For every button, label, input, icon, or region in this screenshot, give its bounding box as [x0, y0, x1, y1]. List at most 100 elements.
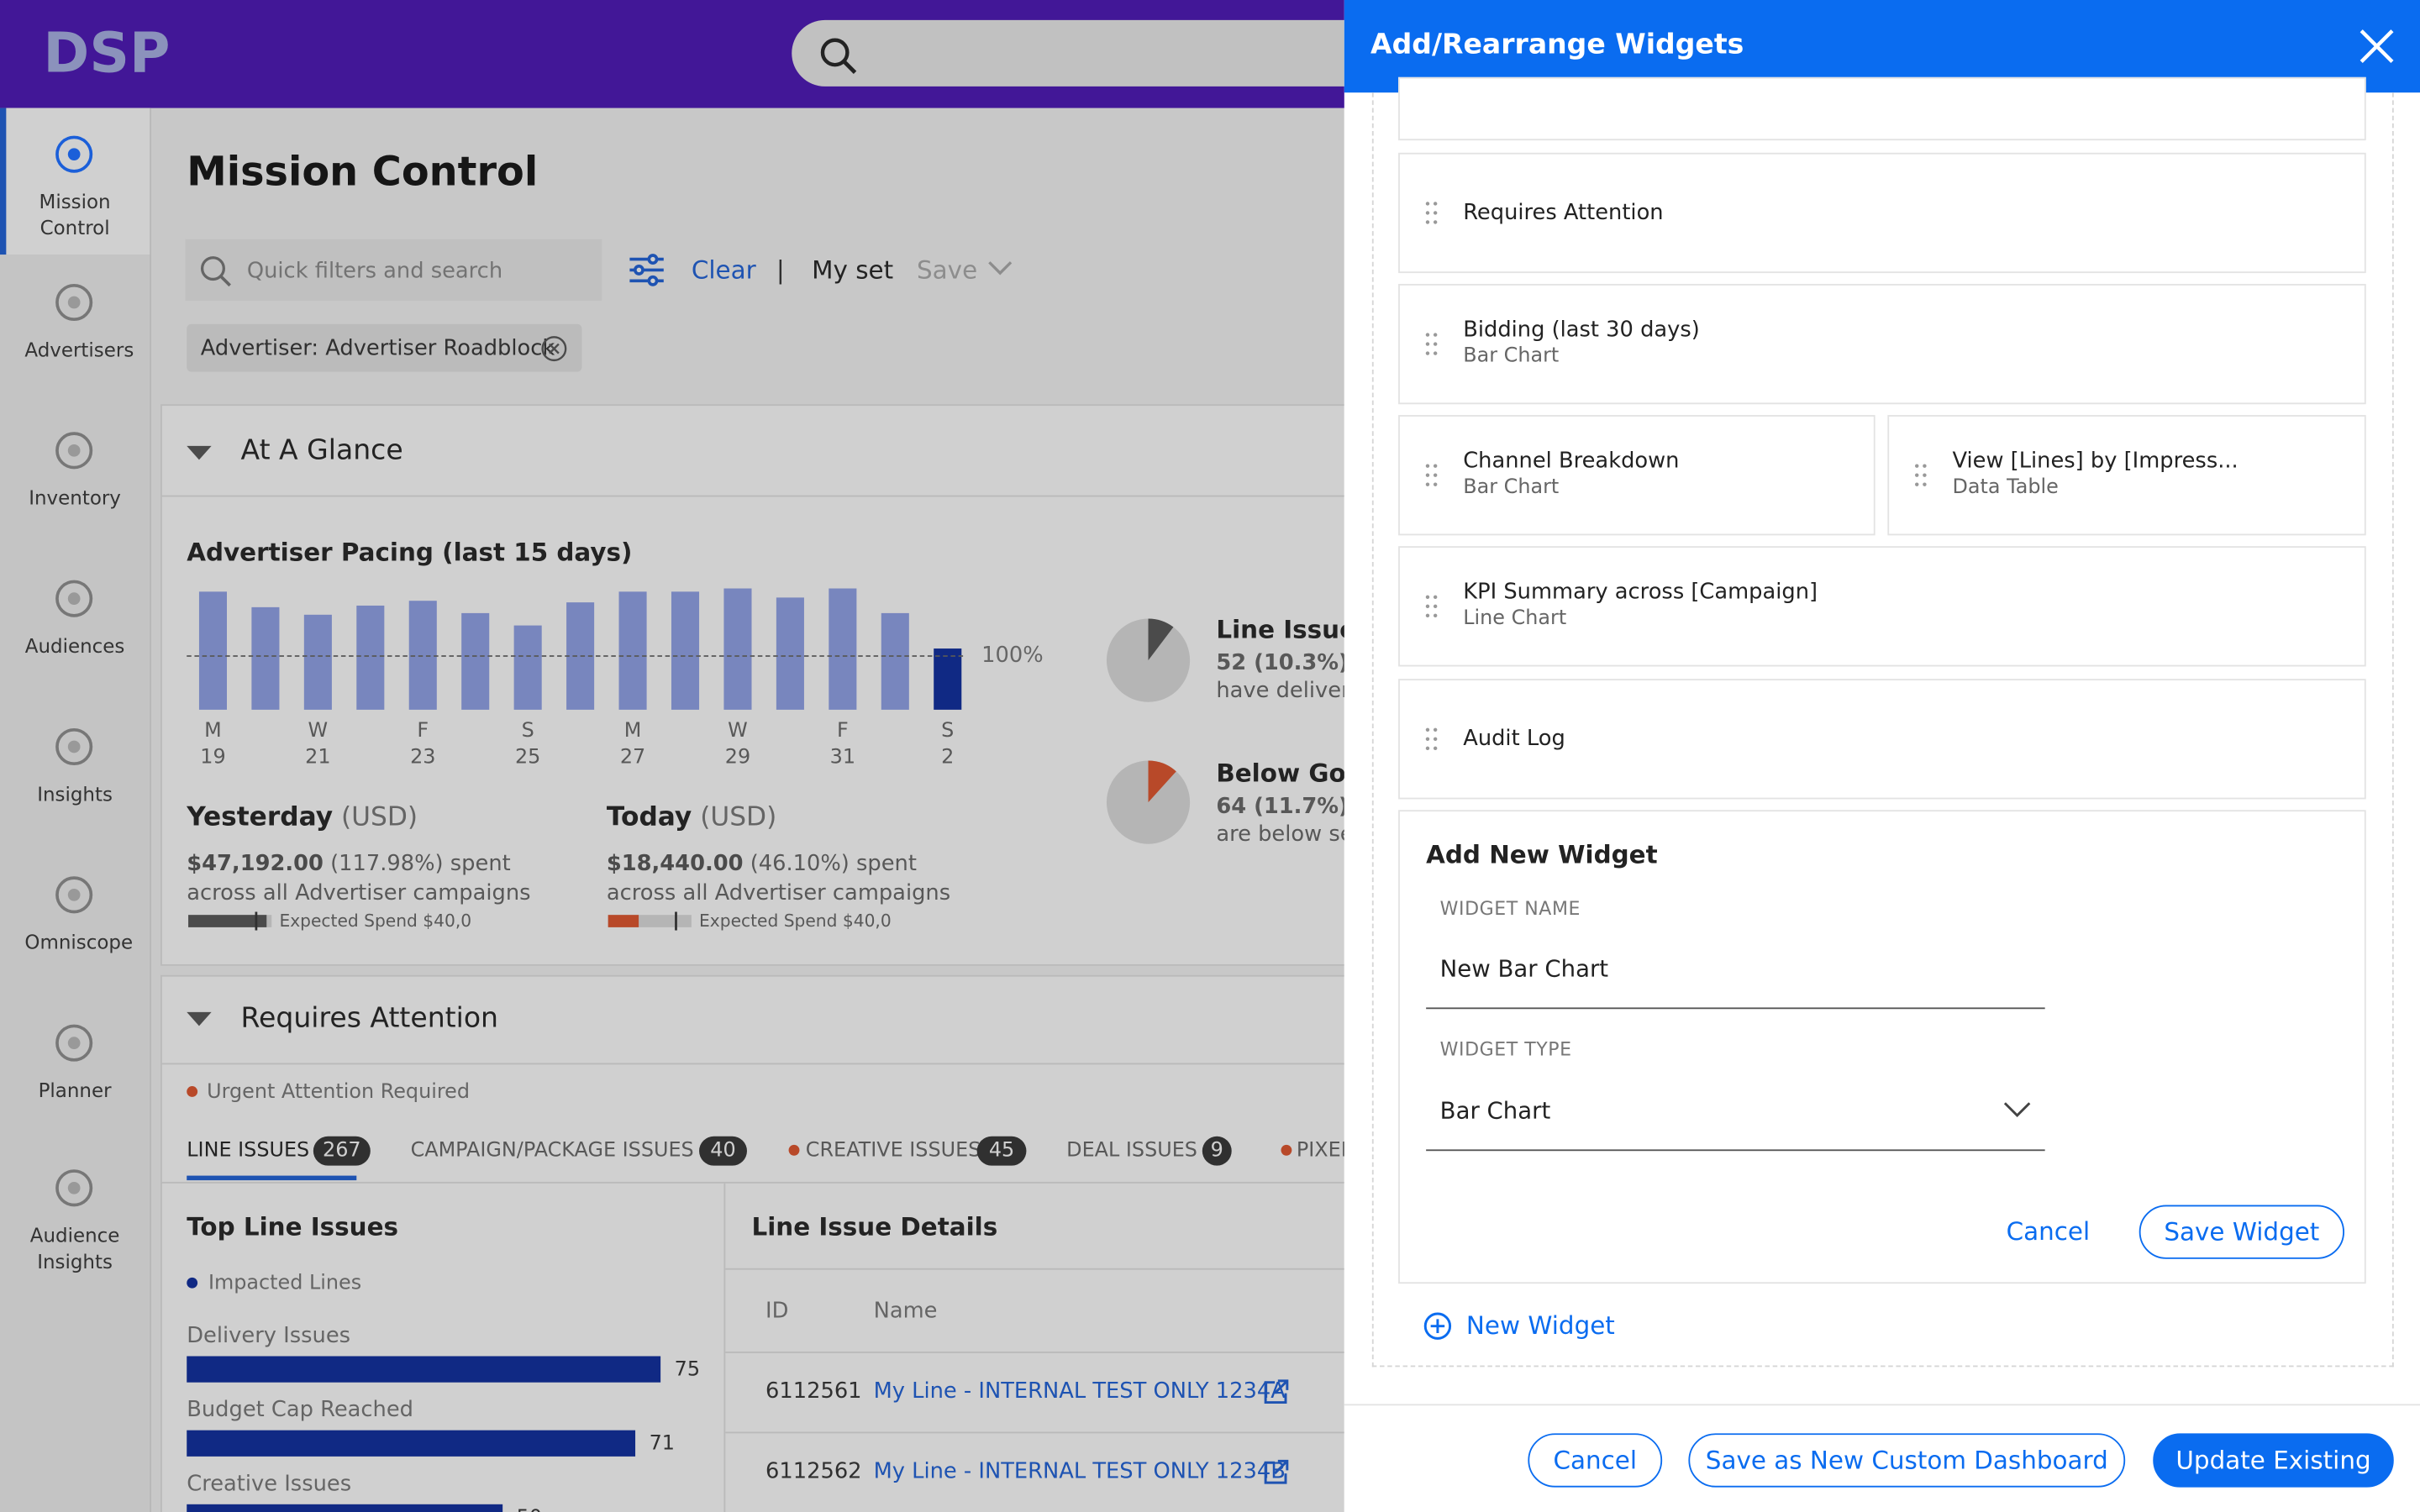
filter-icon[interactable]	[629, 254, 666, 286]
icon-shape	[67, 740, 81, 753]
tab-label[interactable]: DEAL ISSUES	[1066, 1139, 1197, 1163]
nav-icon	[55, 876, 93, 914]
icon-shape	[55, 876, 93, 914]
widget-card[interactable]	[1887, 415, 2366, 536]
spend-suffix: spent	[856, 851, 917, 877]
handle-dot	[1425, 482, 1430, 486]
handle-dot	[1433, 604, 1438, 609]
handle-dot	[1915, 482, 1919, 486]
collapse-icon[interactable]	[187, 445, 214, 461]
cancel-button[interactable]: Cancel	[1528, 1433, 1663, 1488]
save-widget-button[interactable]: Save Widget	[2139, 1205, 2345, 1259]
bar	[723, 588, 752, 710]
drag-handle[interactable]	[1424, 727, 1439, 751]
handle-dot	[1433, 727, 1438, 732]
widget-card[interactable]	[1398, 283, 2366, 405]
widget-title: View [Lines] by [Impress...	[1952, 449, 2238, 474]
nav-label[interactable]: Insights	[37, 782, 113, 806]
divider	[725, 1268, 1374, 1270]
expected-label: Expected Spend $40,000	[279, 911, 473, 932]
tab-label[interactable]: PIXEL	[1296, 1139, 1353, 1163]
chevron	[2003, 1102, 2031, 1118]
drag-handle[interactable]	[1424, 594, 1439, 618]
field-label: WIDGET NAME	[1439, 897, 1581, 920]
update-button[interactable]: Update Existing	[2153, 1433, 2394, 1488]
row-name[interactable]: My Line - INTERNAL TEST ONLY 1234A	[873, 1379, 1286, 1404]
tab-dot	[1281, 1144, 1292, 1156]
nav-selected	[0, 108, 150, 255]
type-select[interactable]: Bar Chart	[1439, 1096, 1551, 1125]
drag-handle[interactable]	[1424, 332, 1439, 356]
handle-dot	[1425, 342, 1430, 346]
spend-line: $47,192.00 (117.98%) spent	[187, 852, 510, 876]
bar-value: 50	[517, 1507, 542, 1512]
drag-handle[interactable]	[1424, 201, 1439, 225]
name-input[interactable]: New Bar Chart	[1439, 954, 1609, 984]
row-name[interactable]: My Line - INTERNAL TEST ONLY 1234B	[873, 1459, 1286, 1484]
bar	[198, 591, 228, 710]
drag-handle[interactable]	[1424, 463, 1439, 487]
tab-label[interactable]: CAMPAIGN/PACKAGE ISSUES	[410, 1139, 694, 1163]
bar	[461, 612, 490, 710]
handle-dot	[1425, 211, 1430, 215]
nav-label[interactable]: Planner	[38, 1078, 112, 1102]
close-button[interactable]	[2359, 28, 2396, 65]
chip-label: Advertiser: Advertiser Roadblock	[200, 336, 555, 361]
x-tick-label: W	[728, 719, 748, 743]
widget-card[interactable]	[1398, 415, 1876, 536]
overlay[interactable]	[0, 0, 1344, 1512]
section-title: Requires Attention	[240, 1001, 499, 1035]
new-widget-link[interactable]: New Widget	[1465, 1310, 1615, 1341]
nav-icon	[55, 727, 93, 766]
widget-card[interactable]	[1398, 546, 2366, 667]
clear-link[interactable]: Clear	[691, 255, 756, 285]
global-search[interactable]	[792, 19, 1440, 87]
filter-search[interactable]	[185, 239, 602, 302]
handle-dot	[1915, 473, 1919, 477]
tab-label[interactable]: CREATIVE ISSUES	[805, 1139, 981, 1163]
collapse-icon[interactable]	[187, 1011, 214, 1027]
save-new-button[interactable]: Save as New Custom Dashboard	[1688, 1433, 2126, 1488]
bar-chart	[187, 1356, 661, 1512]
widget-title: Bidding (last 30 days)	[1463, 318, 1700, 343]
expected-label: Expected Spend $40,000	[699, 911, 892, 932]
drag-handle[interactable]	[1914, 463, 1929, 487]
column-header: ID	[765, 1299, 789, 1324]
widget-card[interactable]	[1398, 76, 2366, 141]
x-tick-label: 2	[941, 746, 955, 769]
widget-type: Bar Chart	[1463, 344, 1560, 369]
nav-label[interactable]: Inventory	[29, 486, 121, 510]
external-link-icon[interactable]	[1262, 1458, 1290, 1486]
save-link[interactable]: Save	[917, 255, 978, 285]
chip-remove[interactable]	[540, 335, 568, 363]
external-link-icon[interactable]	[1262, 1378, 1290, 1405]
icon-shape	[67, 148, 81, 161]
x-tick-label: 23	[410, 746, 436, 769]
nav-label[interactable]: Omniscope	[24, 930, 134, 954]
x-tick-label: 31	[829, 746, 856, 769]
nav-label[interactable]: Audience Insights	[29, 1223, 120, 1273]
handle-dot	[1425, 202, 1430, 206]
widget-card[interactable]	[1398, 679, 2366, 800]
spend-unit: (USD)	[341, 802, 418, 833]
handle-dot	[1433, 595, 1438, 600]
widget-card[interactable]	[1398, 152, 2366, 274]
widget-type: Data Table	[1952, 475, 2059, 500]
my-set[interactable]: My set	[812, 255, 894, 285]
bar-category: Delivery Issues	[187, 1323, 351, 1349]
icon-shape	[67, 1181, 81, 1194]
x-tick-label: 25	[514, 746, 541, 769]
handle-dot	[1923, 482, 1927, 486]
nav-label[interactable]: Advertisers	[24, 338, 134, 361]
tab-label[interactable]: LINE ISSUES	[187, 1139, 310, 1163]
spend-amount: $47,192.00	[187, 851, 324, 877]
handle-dot	[1425, 604, 1430, 609]
icon-shape	[55, 283, 93, 322]
bar-value: 75	[674, 1358, 701, 1382]
nav-label[interactable]: Mission Control	[39, 189, 111, 239]
nav-label[interactable]: Audiences	[24, 633, 125, 658]
form-cancel[interactable]: Cancel	[2006, 1216, 2091, 1247]
legend-dot	[187, 1277, 198, 1289]
pie-base	[1106, 760, 1191, 844]
